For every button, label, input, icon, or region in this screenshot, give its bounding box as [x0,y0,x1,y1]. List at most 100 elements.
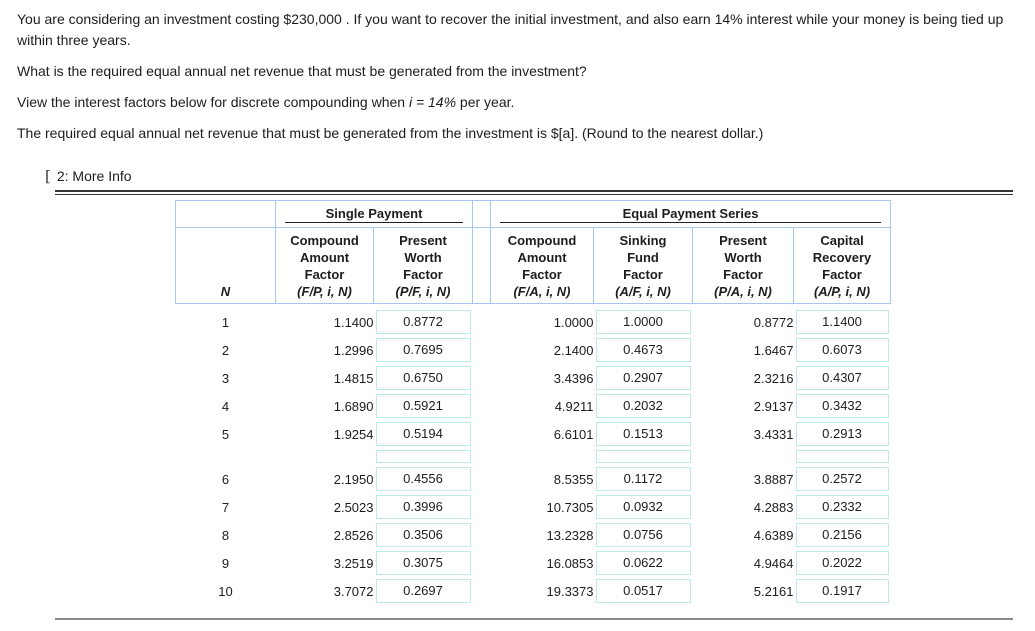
table-row: 8 2.8526 0.3506 13.2328 0.0756 4.6389 0.… [176,521,891,549]
cell-pa: 3.8887 [753,471,794,487]
cell-pa: 1.6467 [753,342,794,358]
interest-factor-table: Single Payment Equal Payment Series N Co… [175,200,892,605]
cell-n: 8 [221,527,230,543]
cell-pa [693,448,794,465]
panel-bottom-rule [55,618,1013,620]
cell-spacer [473,493,491,521]
cell-fa: 3.4396 [553,370,594,386]
cell-pf: 0.7695 [374,336,473,364]
cell-af: 0.1172 [594,465,693,493]
cell-af: 0.2907 [594,364,693,392]
cell-pa: 2.3216 [753,370,794,386]
more-info-titlebar: [ 2: More Info [45,168,1013,184]
cell-pf: 0.3075 [374,549,473,577]
question-paragraph-4: The required equal annual net revenue th… [17,125,764,141]
more-info-panel: [ 2: More Info Single Payment Equal Paym… [45,168,1013,620]
cell-n: 7 [221,499,230,515]
cell-n: 2 [221,342,230,358]
cell-fa: 6.6101 [553,426,594,442]
table-row: 1 1.1400 0.8772 1.0000 1.0000 0.8772 1.1… [176,304,891,337]
cell-pf: 0.3506 [374,521,473,549]
cell-fp: 1.2996 [333,342,374,358]
cell-spacer [473,549,491,577]
cell-pf: 0.8772 [374,304,473,337]
cell-fa: 13.2328 [546,527,594,543]
cell-af: 0.1513 [594,420,693,448]
col-header-spacer [472,227,491,304]
cell-ap: 0.2022 [794,549,891,577]
equal-payment-series-label: Equal Payment Series [500,206,882,223]
table-row: 7 2.5023 0.3996 10.7305 0.0932 4.2883 0.… [176,493,891,521]
cell-n: 5 [221,426,230,442]
cell-pa: 4.9464 [753,555,794,571]
cell-n: 3 [221,370,230,386]
cell-fp: 1.9254 [333,426,374,442]
question-text-block: You are considering an investment costin… [0,0,1035,144]
cell-n: 6 [221,471,230,487]
cell-n: 4 [221,398,230,414]
cell-pa: 4.2883 [753,499,794,515]
cell-af: 0.0756 [594,521,693,549]
cell-af [594,448,693,465]
col-header-n: N [175,227,276,304]
cell-spacer [473,465,491,493]
col-header-ap: Capital Recovery Factor (A/P, i, N) [792,227,892,304]
cell-pa: 2.9137 [753,398,794,414]
more-info-title: 2: More Info [56,168,132,184]
group-header-single-payment: Single Payment [275,200,473,228]
table-row: 5 1.9254 0.5194 6.6101 0.1513 3.4331 0.2… [176,420,891,448]
window-bracket-icon: [ [45,167,51,185]
cell-fa: 1.0000 [553,314,594,330]
cell-ap: 0.6073 [794,336,891,364]
table-spacer-row [176,448,891,465]
table-row: 10 3.7072 0.2697 19.3373 0.0517 5.2161 0… [176,577,891,605]
question-paragraph-1: You are considering an investment costin… [17,11,1004,48]
cell-fp: 1.1400 [333,314,374,330]
cell-ap: 0.2332 [794,493,891,521]
question-paragraph-3: View the interest factors below for disc… [17,92,1021,113]
cell-spacer [473,420,491,448]
cell-pa: 4.6389 [753,527,794,543]
group-header-equal-payment-series: Equal Payment Series [489,200,892,228]
cell-pf [374,448,473,465]
group-header-spacer [472,200,491,228]
cell-af: 0.0932 [594,493,693,521]
table-row: 6 2.1950 0.4556 8.5355 0.1172 3.8887 0.2… [176,465,891,493]
question-paragraph-3-prefix: View the interest factors below for disc… [17,94,409,110]
cell-fa: 10.7305 [546,499,594,515]
cell-ap: 0.2913 [794,420,891,448]
cell-fa: 19.3373 [546,583,594,599]
cell-n [176,448,276,465]
cell-fa: 8.5355 [553,471,594,487]
cell-fp: 1.6890 [333,398,374,414]
cell-pf: 0.5194 [374,420,473,448]
cell-n: 1 [221,314,230,330]
cell-ap: 0.1917 [794,577,891,605]
cell-af: 0.0517 [594,577,693,605]
col-header-pa: Present Worth Factor (P/A, i, N) [692,227,794,304]
cell-fa: 4.9211 [554,398,594,414]
cell-pf: 0.6750 [374,364,473,392]
cell-spacer [473,577,491,605]
cell-spacer [473,392,491,420]
cell-pa: 0.8772 [753,314,794,330]
cell-ap: 0.3432 [794,392,891,420]
cell-fa: 16.0853 [546,555,594,571]
group-header-row: Single Payment Equal Payment Series [175,200,892,228]
question-paragraph-2: What is the required equal annual net re… [17,63,587,79]
cell-fa [491,448,594,465]
panel-top-rule [55,190,1013,195]
cell-n: 10 [218,583,233,599]
cell-spacer [473,448,491,465]
cell-ap [794,448,891,465]
cell-spacer [473,364,491,392]
cell-ap: 0.2156 [794,521,891,549]
col-header-pf: Present Worth Factor (P/F, i, N) [373,227,473,304]
cell-fp: 2.8526 [333,527,374,543]
column-header-row: N Compound Amount Factor (F/P, i, N) Pre… [175,227,892,304]
cell-pa: 3.4331 [753,426,794,442]
cell-fp: 3.2519 [333,555,374,571]
cell-spacer [473,336,491,364]
cell-af: 0.2032 [594,392,693,420]
cell-pf: 0.5921 [374,392,473,420]
